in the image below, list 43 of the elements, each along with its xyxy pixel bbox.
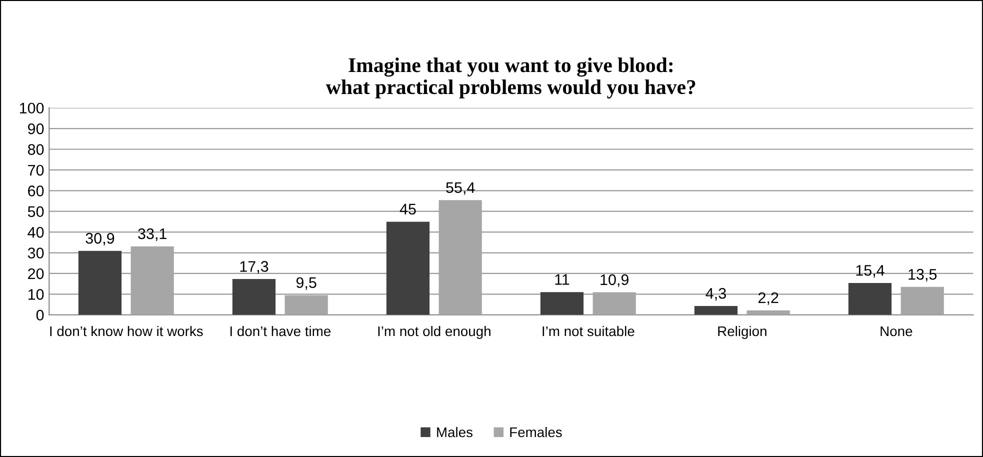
bar — [130, 246, 174, 315]
data-label: 55,4 — [446, 182, 475, 195]
data-label: 11 — [555, 274, 570, 285]
y-tick-label: 50 — [28, 206, 44, 218]
y-tick-label: 60 — [28, 186, 44, 196]
x-tick-label: Religion — [718, 326, 766, 339]
bar — [386, 222, 430, 315]
y-tick-label: 80 — [28, 144, 44, 155]
bar — [694, 306, 738, 315]
data-label: 30,9 — [86, 232, 114, 246]
y-tick-label: 10 — [28, 289, 44, 300]
data-label: 17,3 — [240, 261, 268, 274]
data-label: 13,5 — [908, 268, 937, 282]
y-tick-label: 0 — [36, 310, 44, 321]
y-tick-label: 30 — [28, 248, 44, 258]
bar — [438, 200, 482, 315]
bar — [540, 292, 584, 315]
bar — [900, 286, 944, 315]
legend-label: Females — [510, 426, 562, 438]
y-tick-label: 100 — [20, 102, 44, 114]
bar — [78, 250, 122, 315]
x-tick-label: I don’t know how it works — [50, 326, 203, 336]
data-label: 45 — [400, 204, 416, 215]
bar — [284, 295, 328, 315]
y-tick-label: 20 — [28, 268, 44, 280]
y-tick-label: 90 — [28, 123, 44, 134]
bar — [592, 292, 636, 315]
y-tick-label: 40 — [28, 226, 44, 238]
chart-title: Imagine that you want to give blood: what practical problems would you have? — [326, 58, 696, 98]
data-label: 10,9 — [600, 274, 628, 287]
bar — [232, 279, 276, 315]
y-tick-label: 70 — [28, 164, 44, 176]
bar — [848, 282, 892, 315]
x-tick-label: I’m not suitable — [542, 326, 634, 336]
x-tick-label: None — [880, 326, 912, 336]
data-label: 9,5 — [296, 277, 316, 290]
data-label: 4,3 — [706, 288, 726, 301]
data-label: 15,4 — [856, 265, 884, 278]
x-tick-label: I’m not old enough — [378, 326, 490, 339]
data-label: 33,1 — [138, 228, 166, 241]
x-tick-label: I don’t have time — [230, 326, 330, 336]
legend-label: Males — [437, 426, 472, 438]
data-label: 2,2 — [758, 292, 778, 305]
